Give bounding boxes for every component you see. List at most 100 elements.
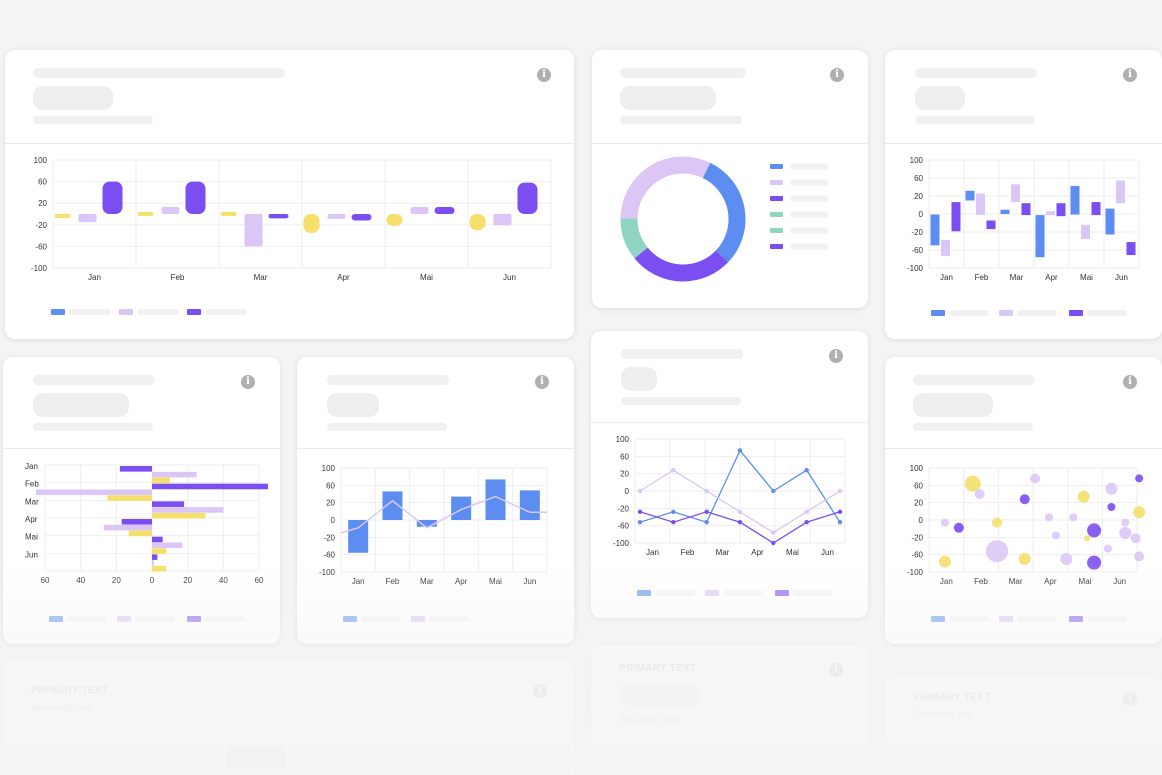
bar xyxy=(986,220,996,230)
legend-swatch-lilac xyxy=(705,590,719,596)
x-tick-label: Mar xyxy=(254,273,268,282)
bubble xyxy=(1019,494,1030,505)
bubble xyxy=(1103,544,1112,553)
bar xyxy=(941,239,950,257)
legend-swatch-violet xyxy=(1069,310,1083,316)
bar xyxy=(128,530,152,537)
legend-swatch-lilac xyxy=(999,616,1013,622)
y-tick-label: Jan xyxy=(25,462,38,471)
card-header: i xyxy=(885,50,1162,144)
subtitle-placeholder xyxy=(621,397,741,405)
legend-swatch xyxy=(770,212,783,217)
x-tick-label: Jan xyxy=(940,273,953,282)
bubble xyxy=(986,540,1008,563)
legend-label-placeholder xyxy=(790,179,828,186)
y-tick-label: -100 xyxy=(907,264,924,273)
title-placeholder xyxy=(33,68,285,78)
ghost-card-subtitle: Secondary text xyxy=(31,702,92,712)
y-tick-label: 100 xyxy=(616,435,630,444)
y-tick-label: 20 xyxy=(914,499,923,508)
bar xyxy=(434,206,455,214)
y-tick-label: 20 xyxy=(38,199,47,208)
line-point xyxy=(704,509,709,514)
subtitle-placeholder xyxy=(327,423,447,431)
y-tick-label: 20 xyxy=(326,499,335,508)
info-icon[interactable]: i xyxy=(241,375,255,389)
x-tick-label: Jan xyxy=(940,577,953,586)
donut-slice xyxy=(620,218,648,259)
legend-swatch-violet xyxy=(187,309,201,315)
donut-chart xyxy=(620,156,828,282)
info-icon[interactable]: i xyxy=(1123,375,1137,389)
x-tick-label: Mai xyxy=(489,577,502,586)
bar xyxy=(1056,203,1066,217)
bar xyxy=(348,520,369,553)
bar xyxy=(930,214,940,246)
bubble xyxy=(939,555,951,568)
bar xyxy=(1046,211,1055,216)
bar xyxy=(382,491,403,520)
title-placeholder xyxy=(33,375,155,385)
bar xyxy=(152,548,167,554)
legend-label-placeholder xyxy=(361,616,401,622)
bubble xyxy=(953,522,964,533)
info-icon[interactable]: i xyxy=(829,349,843,363)
x-tick-label: Apr xyxy=(751,548,764,557)
info-icon[interactable]: i xyxy=(830,68,844,82)
bubble xyxy=(1107,503,1116,511)
legend-swatch-violet xyxy=(1069,616,1083,622)
chart-legend xyxy=(931,309,1151,317)
bar xyxy=(469,214,486,231)
x-tick-label: Mar xyxy=(716,548,730,557)
chart-legend xyxy=(637,589,857,597)
y-tick-label: 100 xyxy=(910,464,924,473)
line-point xyxy=(804,509,809,514)
bar xyxy=(152,507,224,513)
legend-label-placeholder xyxy=(1017,310,1057,316)
bar xyxy=(493,214,512,226)
y-tick-label: 20 xyxy=(620,470,629,479)
bubble xyxy=(1045,513,1053,522)
x-tick-label: Apr xyxy=(1045,273,1058,282)
card-header: i xyxy=(885,357,1162,449)
legend-label-placeholder xyxy=(135,616,175,622)
y-tick-label: 0 xyxy=(919,210,924,219)
bar xyxy=(1105,208,1115,235)
legend-swatch-blue xyxy=(49,616,63,622)
legend-swatch xyxy=(770,180,783,185)
card-header: i xyxy=(592,50,868,144)
info-icon[interactable]: i xyxy=(829,663,843,677)
legend-swatch-blue xyxy=(51,309,65,315)
bar xyxy=(1081,224,1090,239)
ghost-card-title: PRIMARY TEXT xyxy=(619,663,697,674)
subtitle-placeholder xyxy=(33,116,153,124)
info-icon[interactable]: i xyxy=(533,684,547,698)
info-icon[interactable]: i xyxy=(537,68,551,82)
info-icon[interactable]: i xyxy=(1123,68,1137,82)
y-tick-label: -60 xyxy=(617,522,629,531)
line-point xyxy=(704,488,709,494)
bar xyxy=(152,477,170,484)
bubble xyxy=(1069,513,1078,522)
y-tick-label: Jun xyxy=(25,550,38,559)
chart-legend xyxy=(931,615,1151,623)
info-icon[interactable]: i xyxy=(535,375,549,389)
bar xyxy=(976,193,985,216)
line-point xyxy=(671,520,676,525)
info-icon[interactable]: i xyxy=(1123,692,1137,706)
y-tick-label: 100 xyxy=(34,156,48,165)
bubble xyxy=(992,517,1002,528)
line-point xyxy=(637,509,643,514)
bar xyxy=(416,520,437,527)
y-tick-label: -100 xyxy=(319,568,336,577)
x-tick-label: Jun xyxy=(821,548,834,557)
y-tick-label: 60 xyxy=(620,452,629,461)
line-point xyxy=(737,509,743,514)
legend-swatch-blue xyxy=(343,616,357,622)
legend-swatch-blue xyxy=(931,616,945,622)
y-tick-label: -20 xyxy=(617,504,629,513)
x-tick-label: Jan xyxy=(352,577,365,586)
y-tick-label: 60 xyxy=(914,481,923,490)
title-placeholder xyxy=(621,349,743,359)
bar xyxy=(152,536,163,543)
